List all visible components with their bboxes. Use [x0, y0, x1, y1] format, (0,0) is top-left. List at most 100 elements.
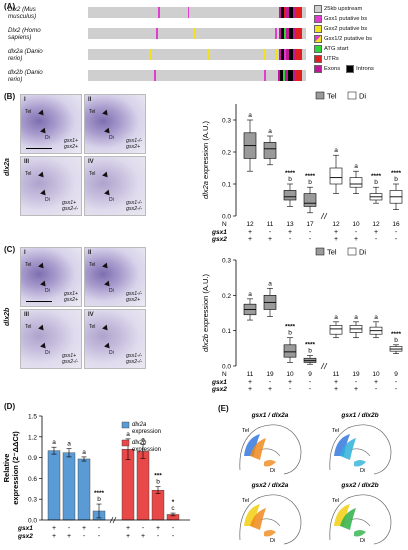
gsx1-genotype: + [52, 525, 56, 532]
gsx1-genotype: - [98, 525, 101, 532]
legend-swatch [347, 91, 357, 100]
box-1 [243, 119, 257, 172]
gsx2-genotype: - [375, 236, 378, 243]
schematic-4: gsx2 / dlx2b Tel Di [329, 482, 392, 545]
gsx1-genotype: - [355, 229, 358, 236]
y-tick-label: 0.9 [28, 455, 37, 462]
n-value: 10 [352, 221, 360, 228]
box-3 [283, 183, 297, 207]
track-human [88, 28, 306, 39]
sig-letter: a [268, 280, 272, 287]
gsx1-genotype: + [334, 379, 338, 386]
box-1 [243, 298, 257, 321]
di-label: Di [270, 468, 275, 474]
panel-b-gene-label: dlx2a [4, 158, 11, 176]
n-value: 19 [352, 371, 360, 378]
gsx2-genotype: + [141, 533, 145, 540]
gsx2-genotype: + [248, 386, 252, 393]
axis-break [109, 516, 114, 524]
scale-bar [26, 148, 52, 149]
n-value: 12 [246, 221, 254, 228]
n-value: 10 [286, 371, 294, 378]
sig-letter: a [52, 439, 56, 446]
legend-label: dlx2a expression [132, 422, 161, 435]
sig-stars: *** [154, 473, 162, 480]
gsx1-genotype: + [82, 525, 86, 532]
track-zebrafish-a [88, 49, 306, 60]
y-tick-label: 1.2 [28, 434, 37, 441]
photo-index: II [88, 97, 92, 103]
axis-break [112, 516, 117, 524]
in-situ-photo: IV Tel Di gsx1-/- gsx2-/- [84, 156, 146, 216]
gsx2-genotype: - [83, 533, 86, 540]
legend-swatch [121, 421, 130, 429]
gsx2-genotype: - [172, 533, 175, 540]
gsx2-genotype: + [126, 533, 130, 540]
box-8 [389, 344, 403, 354]
bar-dlx2b-4 [166, 512, 180, 521]
legend-gsx2-bs: Gsx2 putative bs [314, 25, 367, 33]
bar-dlx2a-3 [77, 456, 91, 521]
tel-label: Tel [332, 498, 339, 504]
legend-label: Di [359, 92, 366, 101]
gsx2-genotype: + [52, 533, 56, 540]
tel-domain [244, 504, 260, 526]
row-label-gsx2: gsx2 [211, 236, 227, 243]
gsx1-genotype: - [309, 379, 312, 386]
gsx1-genotype: - [172, 525, 175, 532]
n-value: 9 [394, 371, 398, 378]
y-tick-label: 0.0 [28, 518, 37, 525]
photo-index: III [24, 159, 30, 165]
y-axis-label: Relativeexpression (2⁻ΔΔCt) [2, 431, 20, 505]
row-label-gsx1: gsx1 [211, 229, 227, 236]
legend-swatch [315, 247, 325, 256]
photo-index: IV [88, 312, 94, 318]
sig-letter: b [394, 176, 398, 183]
di-domain [250, 438, 266, 460]
box-7 [369, 321, 383, 339]
di-label: Di [270, 538, 275, 544]
panel-c-gene-label: dlx2b [4, 307, 11, 326]
gsx1-genotype: + [288, 379, 292, 386]
sig-stars: **** [94, 490, 105, 497]
gsx1-genotype: - [395, 229, 398, 236]
n-value: 12 [332, 221, 340, 228]
tel-label: Tel [89, 171, 96, 177]
track-label-human: Dlx2 (Homo sapiens) [8, 27, 41, 41]
sig-stars: **** [305, 341, 316, 348]
gsx1-genotype: + [248, 379, 252, 386]
gsx2-genotype: - [395, 236, 398, 243]
genotype-label: gsx1+ gsx2+ [64, 138, 78, 150]
gsx2-genotype: + [67, 533, 71, 540]
track-label-zebrafish-b: dlx2b (Danio rerio) [8, 69, 43, 83]
sig-letter: a [248, 112, 252, 119]
gsx2-genotype: + [334, 386, 338, 393]
legend-label: Tel [327, 248, 337, 257]
gsx1-genotype: - [68, 525, 71, 532]
sig-letter: a [67, 441, 71, 448]
y-tick-label: 0.6 [28, 476, 37, 483]
gsx2-genotype: + [248, 236, 252, 243]
gsx1-genotype: - [269, 379, 272, 386]
gsx1-genotype: + [126, 525, 130, 532]
gsx2-genotype: + [334, 236, 338, 243]
row-label-n: N [222, 371, 227, 378]
tel-label: Tel [242, 498, 249, 504]
box-6 [349, 321, 363, 339]
gsx2-genotype: - [98, 533, 101, 540]
legend-gsx1-bs: Gsx1 putative bs [314, 15, 367, 23]
di-domain [250, 508, 266, 530]
n-value: 10 [372, 371, 380, 378]
gsx1-genotype: - [309, 229, 312, 236]
sig-letter: a [82, 449, 86, 456]
legend-swatch [121, 439, 130, 447]
sig-stars: * [172, 499, 175, 506]
tel-domain [334, 504, 350, 526]
di-label: Di [45, 135, 50, 141]
gsx2-genotype: - [309, 386, 312, 393]
n-value: 11 [247, 371, 254, 378]
in-situ-photo: I Tel Di gsx1+ gsx2+ [20, 247, 82, 307]
in-situ-photo: III Tel Di gsx1+ gsx2-/- [20, 156, 82, 216]
sig-letter: b [156, 479, 160, 486]
axis-break [320, 362, 325, 370]
